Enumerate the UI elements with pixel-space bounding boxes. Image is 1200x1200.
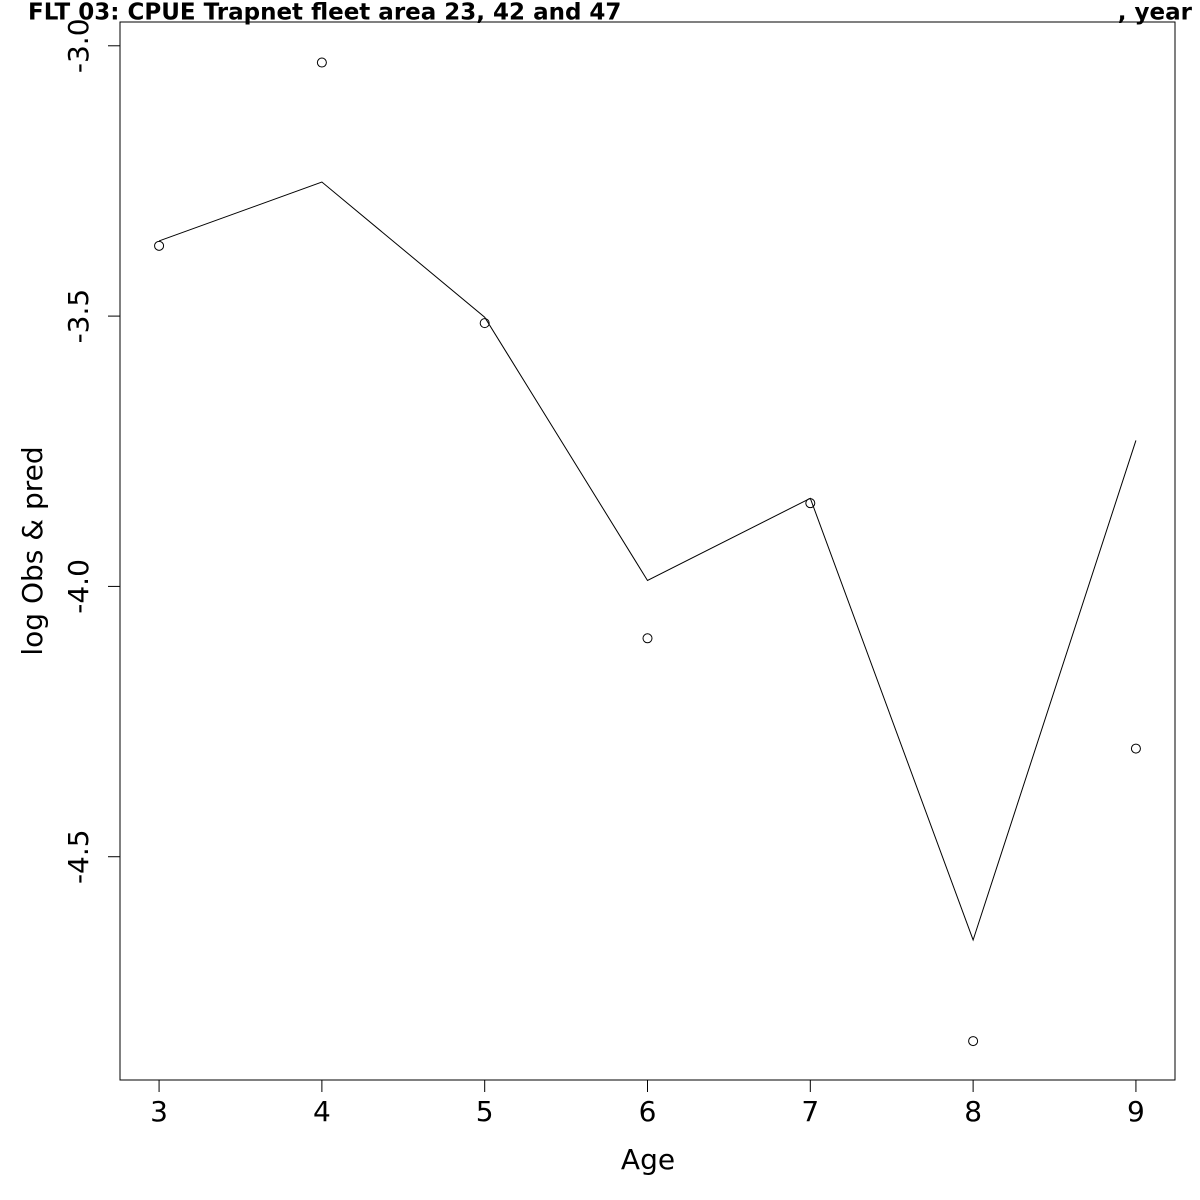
data-point <box>1130 743 1141 754</box>
x-axis-label: Age <box>621 1143 675 1176</box>
x-tick-label: 3 <box>150 1095 168 1128</box>
x-tick-label: 9 <box>1127 1095 1145 1128</box>
y-tick-label: -3.0 <box>62 18 95 73</box>
data-point <box>316 57 327 68</box>
y-tick-label: -4.0 <box>62 559 95 614</box>
plot-box <box>119 21 1176 1081</box>
data-point <box>479 318 490 329</box>
x-tick-label: 6 <box>639 1095 657 1128</box>
y-tick-label: -3.5 <box>62 289 95 344</box>
data-point <box>968 1036 979 1047</box>
x-tick-label: 7 <box>801 1095 819 1128</box>
data-point <box>154 240 165 251</box>
data-line <box>158 181 1137 942</box>
data-point <box>642 633 653 644</box>
x-tick-label: 4 <box>313 1095 331 1128</box>
x-tick-label: 8 <box>964 1095 982 1128</box>
y-tick-label: -4.5 <box>62 829 95 884</box>
x-tick-label: 5 <box>476 1095 494 1128</box>
chart-title-end: , year <box>1118 0 1193 26</box>
chart-title: FLT 03: CPUE Trapnet fleet area 23, 42 a… <box>28 0 621 26</box>
y-axis-label: log Obs & pred <box>16 446 49 655</box>
